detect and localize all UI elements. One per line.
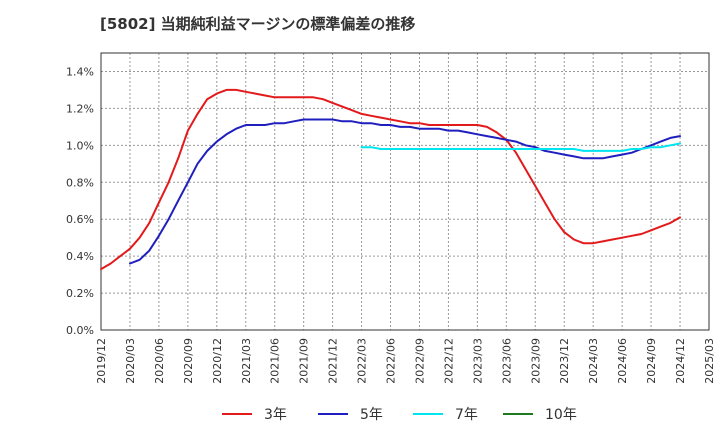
x-tick-label: 2022/03 xyxy=(356,338,369,384)
x-tick-labels: 2019/12 2020/03 2020/06 2020/09 2020/12 2021/… xyxy=(95,338,716,384)
x-tick-label: 2022/06 xyxy=(385,338,398,384)
x-tick-label: 2020/12 xyxy=(211,338,224,384)
x-tick-label: 2020/03 xyxy=(124,338,137,384)
x-tick-label: 2024/06 xyxy=(616,338,629,384)
legend-label: 7年 xyxy=(455,407,478,423)
y-tick-label: 1.4% xyxy=(66,65,94,78)
y-tick-label: 0.2% xyxy=(66,287,94,300)
x-tick-label: 2022/12 xyxy=(442,338,455,384)
y-tick-label: 0.4% xyxy=(66,250,94,263)
x-tick-label: 2021/03 xyxy=(240,338,253,384)
series-line-5年 xyxy=(129,118,681,265)
x-tick-label: 2019/12 xyxy=(95,338,108,384)
y-tick-labels: 0.0% 0.2% 0.4% 0.6% 0.8% 1.0% 1.2% 1.4% xyxy=(66,65,94,337)
x-tick-label: 2023/03 xyxy=(471,338,484,384)
y-tick-label: 0.8% xyxy=(66,176,94,189)
legend: 3年 5年 7年 10年 xyxy=(222,407,577,423)
axes xyxy=(100,52,710,331)
plot-frame xyxy=(100,52,710,331)
grid-lines xyxy=(101,53,709,330)
chart-title: [5802] 当期純利益マージンの標準偏差の推移 xyxy=(100,15,416,33)
x-tick-label: 2022/09 xyxy=(413,338,426,384)
x-tick-label: 2021/09 xyxy=(298,338,311,384)
x-tick-label: 2023/09 xyxy=(529,338,542,384)
series-lines xyxy=(100,88,681,271)
y-tick-label: 1.2% xyxy=(66,102,94,115)
x-tick-label: 2020/06 xyxy=(153,338,166,384)
x-tick-label: 2021/06 xyxy=(269,338,282,384)
series-line-7年 xyxy=(360,142,681,152)
x-tick-label: 2024/09 xyxy=(645,338,658,384)
series-line-3年 xyxy=(100,88,681,271)
legend-label: 3年 xyxy=(264,407,287,423)
x-tick-label: 2024/12 xyxy=(674,338,687,384)
y-tick-label: 0.0% xyxy=(66,324,94,337)
x-tick-label: 2024/03 xyxy=(587,338,600,384)
x-tick-label: 2020/09 xyxy=(182,338,195,384)
legend-label: 5年 xyxy=(360,407,383,423)
y-tick-label: 1.0% xyxy=(66,139,94,152)
x-tick-label: 2021/12 xyxy=(327,338,340,384)
x-tick-label: 2023/06 xyxy=(500,338,513,384)
x-tick-label: 2023/12 xyxy=(558,338,571,384)
y-tick-label: 0.6% xyxy=(66,213,94,226)
legend-label: 10年 xyxy=(545,407,577,423)
x-tick-label: 2025/03 xyxy=(703,338,716,384)
